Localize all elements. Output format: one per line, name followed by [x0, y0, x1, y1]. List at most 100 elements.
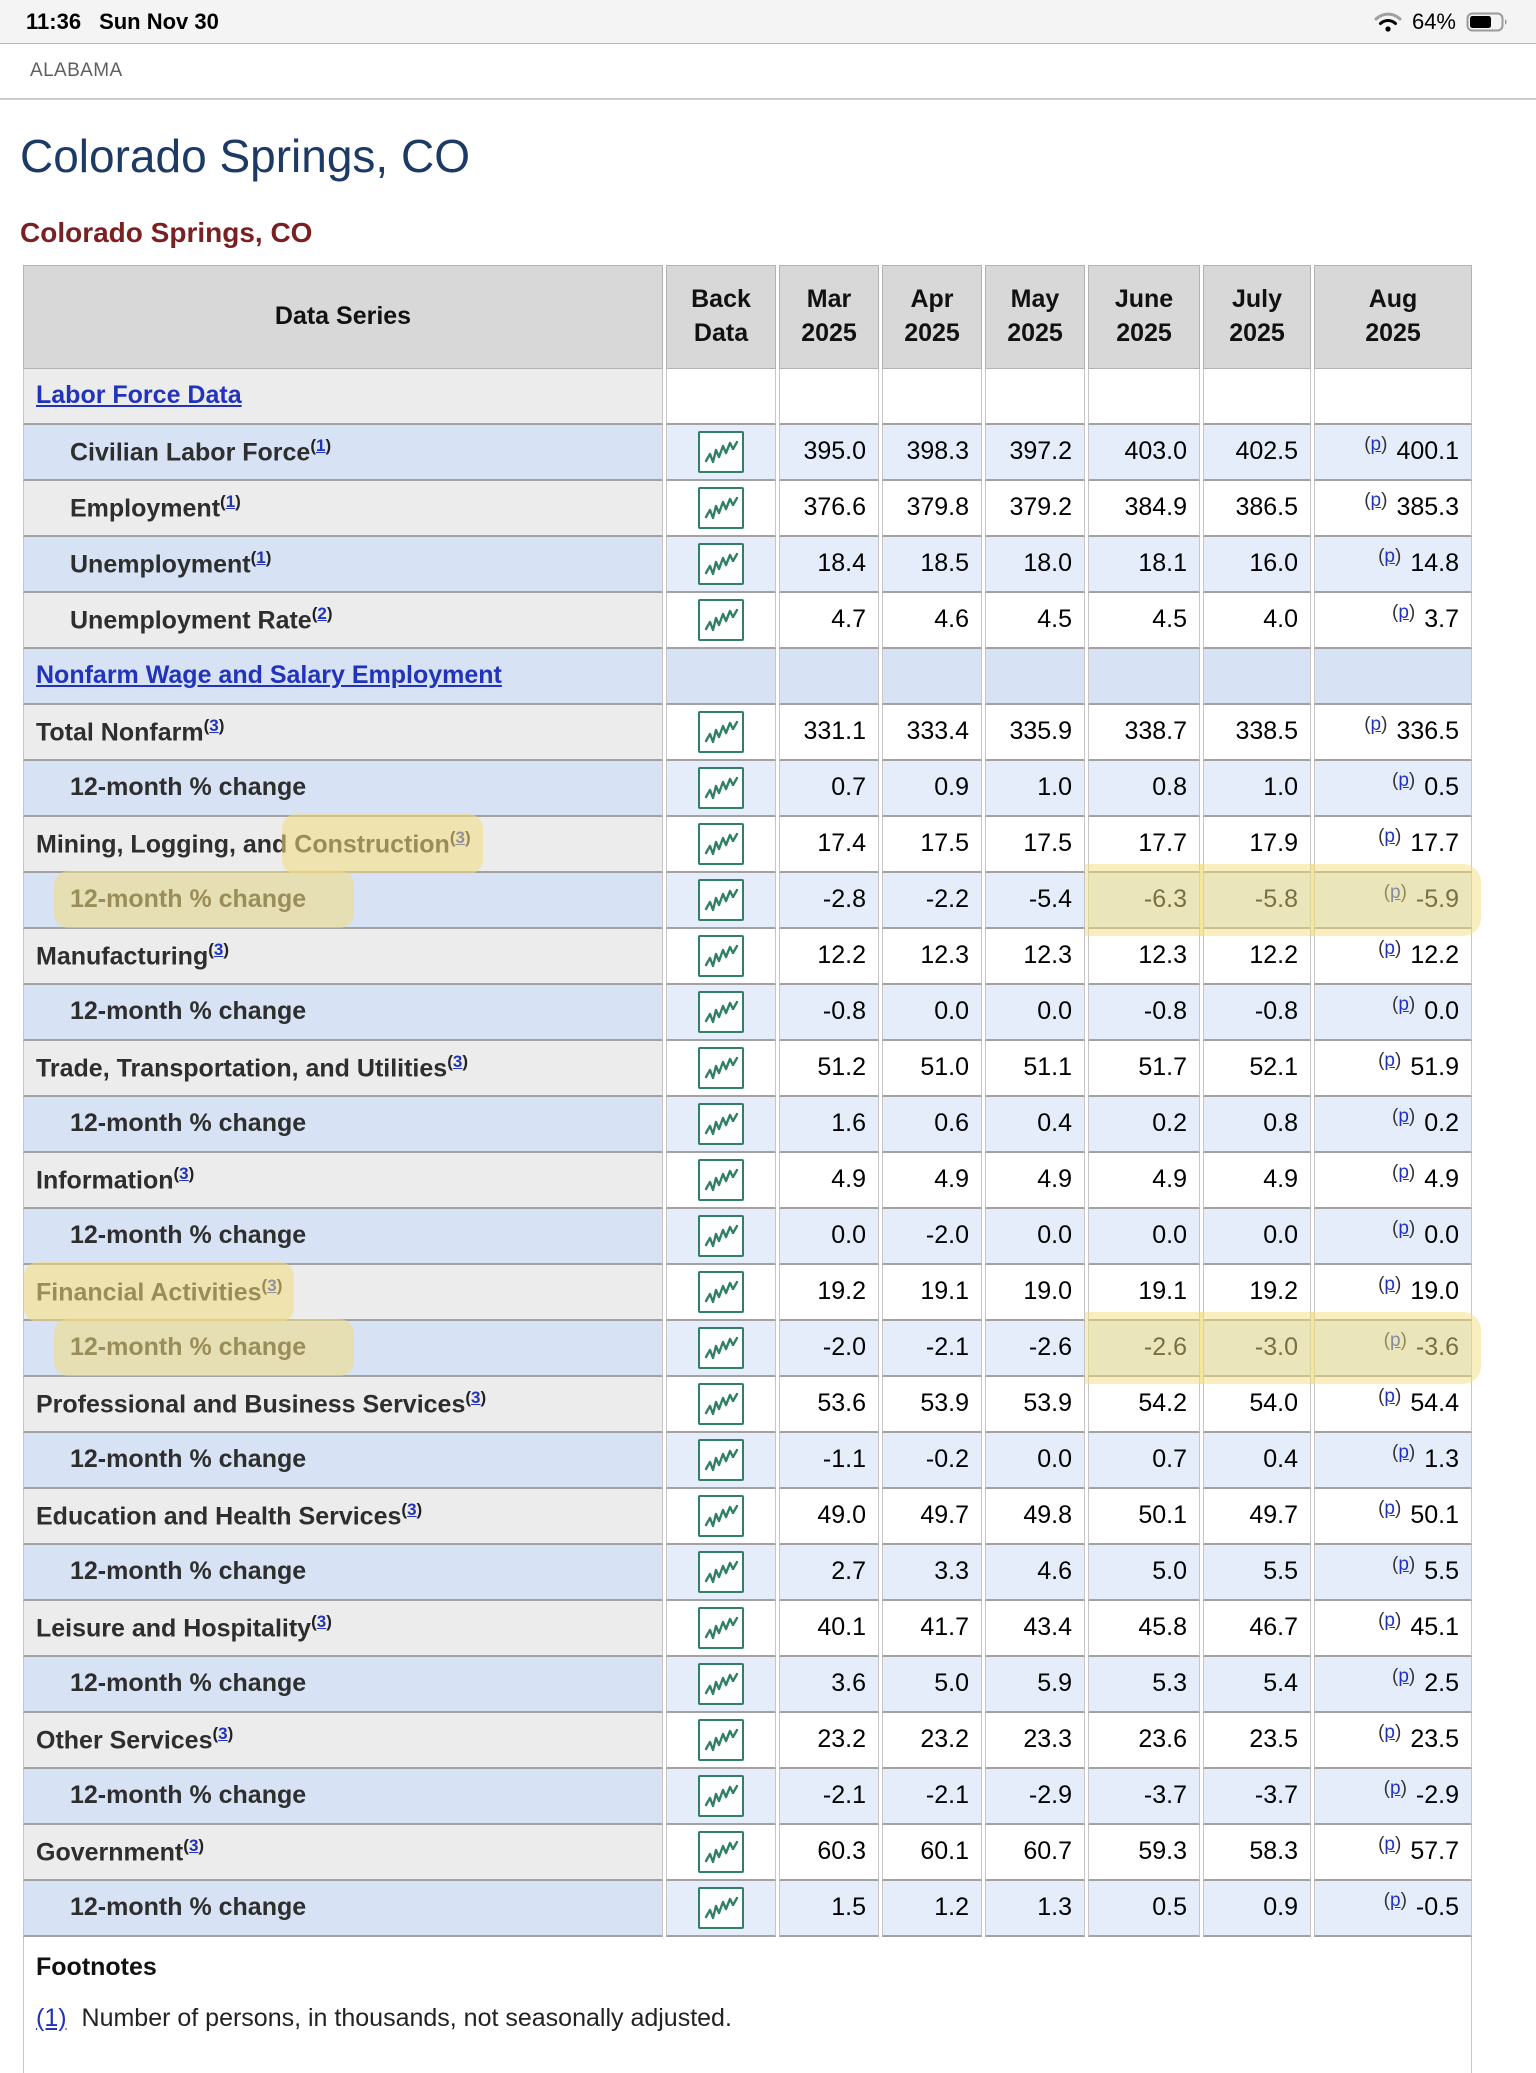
value-cell: 403.0: [1088, 424, 1200, 481]
table-row: 12-month % change -2.8 -2.2 -5.4 -6.3 -5.8 (p)…: [23, 863, 1481, 936]
series-label-cell: Leisure and Hospitality(3): [23, 1600, 663, 1657]
value-cell: (p) 14.8: [1314, 536, 1472, 593]
footnote-link[interactable]: 1: [225, 492, 236, 512]
back-data-chart-icon[interactable]: [698, 1102, 744, 1145]
footnote-link[interactable]: 3: [179, 1164, 189, 1184]
footnote-link[interactable]: 3: [209, 716, 219, 736]
series-label: Professional and Business Services: [36, 1390, 466, 1419]
series-label: Mining, Logging, and: [36, 830, 295, 859]
preliminary-link[interactable]: p: [1398, 994, 1409, 1016]
back-data-chart-icon[interactable]: [698, 1270, 744, 1313]
preliminary-link[interactable]: p: [1370, 434, 1382, 456]
preliminary-link[interactable]: p: [1384, 546, 1395, 568]
footnote-ref: (3): [311, 1612, 332, 1632]
preliminary-link[interactable]: p: [1384, 938, 1395, 960]
value-cell: 17.5: [882, 816, 982, 873]
back-data-chart-icon[interactable]: [698, 934, 744, 977]
value-cell: 0.7: [1088, 1432, 1200, 1489]
back-data-chart-icon[interactable]: [698, 1046, 744, 1089]
footnote-link[interactable]: 3: [218, 1724, 228, 1744]
preliminary-link[interactable]: p: [1384, 1834, 1395, 1856]
value: 45.1: [1410, 1613, 1459, 1642]
back-data-chart-icon[interactable]: [698, 1438, 744, 1481]
preliminary-link[interactable]: p: [1398, 602, 1409, 624]
preliminary-link[interactable]: p: [1390, 882, 1401, 904]
preliminary-link[interactable]: p: [1398, 1218, 1409, 1240]
section-row: Labor Force Data: [23, 368, 1472, 425]
preliminary-link[interactable]: p: [1398, 770, 1409, 792]
footnote-link[interactable]: 3: [213, 940, 224, 960]
value-cell: 18.0: [985, 536, 1085, 593]
page-subtitle: Colorado Springs, CO: [20, 216, 313, 248]
back-data-chart-icon[interactable]: [698, 1494, 744, 1537]
value-cell: [1088, 368, 1200, 425]
footnote-ref: (3): [465, 1388, 487, 1408]
back-data-chart-icon[interactable]: [698, 822, 744, 865]
back-data-chart-icon[interactable]: [698, 486, 744, 529]
back-data-chart-icon[interactable]: [698, 1606, 744, 1649]
section-link[interactable]: Nonfarm Wage and Salary Employment: [36, 661, 502, 690]
status-bar: 11:36 Sun Nov 30 64%: [0, 0, 1536, 44]
back-data-chart-icon[interactable]: [698, 1382, 744, 1425]
footnote-link[interactable]: 3: [188, 1836, 199, 1856]
back-data-chart-icon[interactable]: [698, 1662, 744, 1705]
footnote-link[interactable]: 3: [407, 1500, 417, 1520]
preliminary-link[interactable]: p: [1384, 1386, 1395, 1408]
preliminary-link[interactable]: p: [1398, 1554, 1409, 1576]
preliminary-link[interactable]: p: [1370, 714, 1382, 736]
footnote-1-link[interactable]: (1): [36, 2003, 67, 2032]
footnote-link[interactable]: 3: [452, 1052, 463, 1072]
preliminary-link[interactable]: p: [1398, 1442, 1409, 1464]
preliminary-link[interactable]: p: [1398, 1666, 1409, 1688]
back-data-chart-icon[interactable]: [698, 430, 744, 473]
footnote-link[interactable]: 1: [256, 548, 266, 568]
tab-title[interactable]: ALABAMA: [30, 60, 123, 81]
back-data-chart-icon[interactable]: [698, 878, 744, 921]
back-data-chart-icon[interactable]: [698, 1550, 744, 1593]
preliminary-note: (p): [1392, 1218, 1416, 1240]
footnote-link[interactable]: 2: [317, 604, 327, 624]
value-cell: 53.9: [882, 1376, 982, 1433]
back-data-chart-icon[interactable]: [698, 1774, 744, 1817]
back-data-chart-icon[interactable]: [698, 1214, 744, 1257]
value-cell: -3.0: [1200, 1311, 1314, 1384]
value: 4.9: [1424, 1165, 1459, 1194]
table-row: 12-month % change -1.1 -0.2 0.0 0.7 0.4 (p) 1.3: [23, 1432, 1472, 1489]
back-data-chart-icon[interactable]: [698, 710, 744, 753]
value: 3.7: [1424, 605, 1459, 634]
footnote-link[interactable]: 3: [471, 1388, 481, 1408]
preliminary-link[interactable]: p: [1384, 1498, 1395, 1520]
back-data-chart-icon[interactable]: [698, 1158, 744, 1201]
preliminary-link[interactable]: p: [1370, 490, 1382, 512]
preliminary-link[interactable]: p: [1384, 1050, 1395, 1072]
footnote-link[interactable]: 1: [316, 436, 326, 456]
value-cell: 43.4: [985, 1600, 1085, 1657]
section-link[interactable]: Labor Force Data: [36, 381, 242, 410]
back-data-chart-icon[interactable]: [698, 1326, 744, 1369]
back-data-chart-icon[interactable]: [698, 1886, 744, 1929]
footnote-link[interactable]: 3: [316, 1612, 327, 1632]
preliminary-link[interactable]: p: [1390, 1778, 1401, 1800]
preliminary-link[interactable]: p: [1384, 1274, 1395, 1296]
back-data-chart-icon[interactable]: [698, 1830, 744, 1873]
back-data-chart-icon[interactable]: [698, 542, 744, 585]
preliminary-link[interactable]: p: [1384, 1722, 1395, 1744]
value: 385.3: [1396, 493, 1459, 522]
back-data-chart-icon[interactable]: [698, 1718, 744, 1761]
value-cell: -2.6: [985, 1320, 1085, 1377]
back-data-chart-icon[interactable]: [698, 990, 744, 1033]
preliminary-link[interactable]: p: [1384, 826, 1395, 848]
preliminary-link[interactable]: p: [1398, 1106, 1409, 1128]
preliminary-link[interactable]: p: [1398, 1162, 1409, 1184]
table-row: 12-month % change 0.7 0.9 1.0 0.8 1.0 (p) 0.5: [23, 760, 1472, 817]
preliminary-link[interactable]: p: [1384, 1610, 1395, 1632]
preliminary-link[interactable]: p: [1390, 1890, 1401, 1912]
back-data-chart-icon[interactable]: [698, 598, 744, 641]
footnote-link[interactable]: 3: [267, 1276, 277, 1296]
preliminary-note: (p): [1392, 1442, 1416, 1464]
value: 0.0: [1424, 997, 1459, 1026]
footnote-link[interactable]: 3: [455, 828, 465, 848]
back-data-chart-icon[interactable]: [698, 766, 744, 809]
table-row: 12-month % change -2.0 -2.1 -2.6 -2.6 -3.0 (p)…: [23, 1311, 1481, 1384]
preliminary-link[interactable]: p: [1390, 1330, 1401, 1352]
